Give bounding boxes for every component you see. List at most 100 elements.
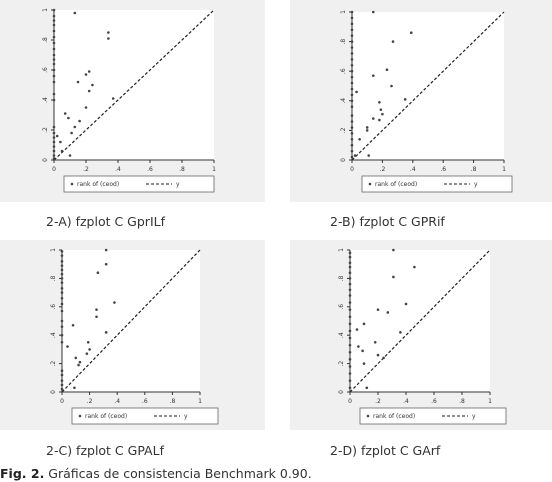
- data-point: [350, 75, 354, 79]
- data-point: [73, 11, 77, 15]
- data-point: [52, 35, 56, 39]
- data-point: [371, 117, 375, 120]
- data-point: [60, 254, 64, 257]
- data-point: [60, 325, 64, 328]
- data-point: [362, 362, 366, 365]
- y-tick-label: 0: [340, 158, 347, 162]
- data-point: [350, 93, 354, 97]
- data-point: [60, 250, 64, 253]
- data-point: [52, 41, 56, 45]
- data-point: [348, 336, 352, 340]
- data-point: [73, 386, 76, 390]
- data-point: [348, 271, 352, 275]
- x-tick-label: .8: [179, 166, 185, 173]
- x-tick-label: 1: [502, 166, 506, 173]
- legend-label-points: rank of (ceod): [85, 413, 127, 420]
- chart-svg-c: 0 .2 .4 .6 .8 1 0 .2 .4 .6 .8 1 rank of (ceod) y: [50, 248, 219, 425]
- figure-caption-text: Gráficas de consistencia Benchmark 0.90.: [44, 466, 312, 481]
- reference-line: [349, 249, 491, 393]
- reference-line: [53, 9, 215, 161]
- data-point: [348, 277, 352, 280]
- data-point: [52, 62, 56, 66]
- data-point: [77, 363, 80, 367]
- data-point: [350, 28, 354, 32]
- data-point: [52, 131, 56, 135]
- data-point: [350, 52, 354, 55]
- data-point: [357, 345, 360, 348]
- x-tick-label: .8: [170, 398, 176, 405]
- y-tick-label: 1: [338, 248, 345, 252]
- chart-svg-a: 0 .2 .4 .6 .8 1 0 .2 .4 .6 .8 1 rank of (ceod) y: [42, 8, 216, 193]
- chart-panel-c: 0 .2 .4 .6 .8 1 0 .2 .4 .6 .8 1 rank of (ceod) y: [0, 240, 265, 430]
- data-point: [385, 68, 389, 72]
- data-point: [350, 149, 354, 153]
- legend-label-points: rank of (ceod): [77, 181, 119, 188]
- data-point: [52, 92, 56, 96]
- data-point: [87, 70, 91, 73]
- data-point: [104, 248, 108, 252]
- legend-label-line: y: [184, 413, 188, 420]
- data-point: [60, 260, 64, 263]
- legend-label-points: rank of (ceod): [375, 181, 417, 188]
- data-point: [376, 353, 380, 357]
- data-point: [413, 265, 416, 269]
- y-tick-label: .4: [50, 332, 57, 338]
- x-tick-label: 1: [198, 398, 202, 405]
- data-point: [348, 365, 352, 368]
- data-point: [60, 341, 64, 344]
- data-point: [60, 319, 64, 323]
- data-point: [348, 301, 352, 304]
- data-point: [60, 383, 64, 387]
- data-point: [353, 154, 357, 157]
- y-tick-label: .2: [50, 361, 57, 367]
- data-point: [379, 108, 383, 111]
- data-point: [60, 333, 64, 337]
- data-point: [404, 302, 408, 306]
- data-point: [76, 80, 80, 84]
- data-point: [104, 331, 108, 334]
- data-point: [59, 140, 62, 144]
- data-point: [348, 372, 352, 375]
- data-point: [350, 63, 354, 67]
- data-point: [74, 356, 78, 360]
- x-tick-label: .4: [410, 166, 416, 173]
- chart-caption-b: 2-B) fzplot C GPRif: [330, 214, 445, 229]
- data-point: [350, 58, 354, 61]
- data-point: [60, 387, 64, 391]
- y-tick-label: .2: [42, 127, 49, 133]
- y-tick-label: 1: [340, 10, 347, 14]
- data-point: [52, 19, 56, 22]
- data-point: [52, 47, 56, 51]
- legend-marker-points: [78, 414, 82, 418]
- x-tick-label: .4: [403, 398, 409, 405]
- data-point: [350, 155, 354, 159]
- plot-area: [62, 250, 200, 392]
- data-point: [350, 69, 354, 73]
- data-point: [350, 81, 354, 85]
- data-point: [84, 106, 88, 109]
- data-point: [350, 126, 354, 129]
- legend-label-line: y: [474, 181, 478, 188]
- legend-box: [63, 175, 215, 193]
- data-point: [66, 345, 69, 348]
- data-point: [60, 291, 64, 294]
- chart-panel-a: 0 .2 .4 .6 .8 1 0 .2 .4 .6 .8 1 rank of (ceod) y: [0, 0, 265, 202]
- data-point: [409, 31, 413, 35]
- data-point: [107, 37, 110, 40]
- data-point: [84, 73, 88, 76]
- data-point: [348, 379, 352, 382]
- data-point: [358, 137, 361, 141]
- chart-caption-d: 2-D) fzplot C GArf: [330, 443, 441, 458]
- data-point: [52, 140, 56, 144]
- data-point: [391, 40, 395, 43]
- data-point: [378, 118, 381, 122]
- y-tick-label: .4: [340, 98, 347, 104]
- data-point: [348, 343, 352, 347]
- x-tick-label: .2: [375, 398, 381, 405]
- data-point: [87, 89, 91, 93]
- data-point: [60, 302, 64, 306]
- data-point: [381, 112, 384, 116]
- x-tick-label: 1: [212, 166, 216, 173]
- y-tick-label: 0: [42, 158, 49, 162]
- data-point: [355, 90, 358, 94]
